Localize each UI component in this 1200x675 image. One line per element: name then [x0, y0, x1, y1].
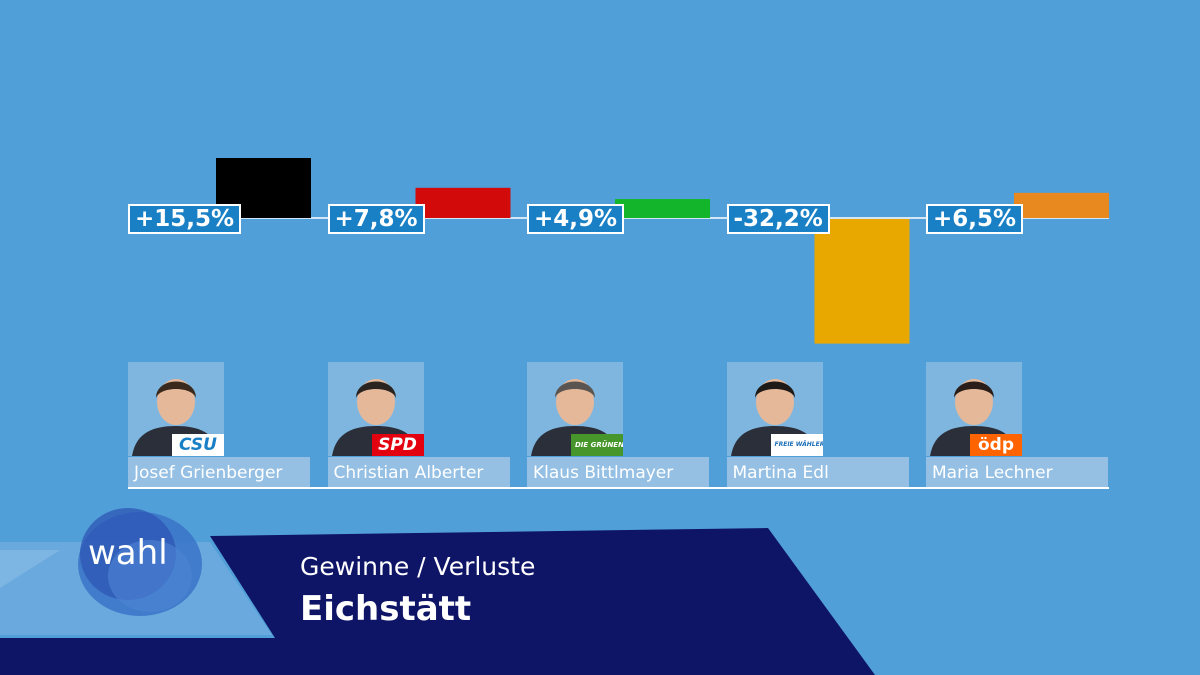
value-label-2: +7,8%: [327, 204, 425, 234]
candidate-name-1: Josef Grienberger: [128, 457, 310, 487]
value-label-4: -32,2%: [726, 204, 830, 234]
party-logo-1: CSU: [172, 434, 224, 456]
candidate-photo-1: CSU: [128, 362, 224, 456]
bar-4: [814, 219, 910, 344]
party-logo-5: ödp: [970, 434, 1022, 456]
bar-2: [415, 187, 511, 218]
candidate-name-5: Maria Lechner: [926, 457, 1108, 487]
candidate-name-2: Christian Alberter: [327, 457, 510, 487]
candidate-photo-2: SPD: [327, 362, 424, 456]
candidate-photo-3: DIE GRÜNEN: [527, 362, 623, 456]
candidate-photo-4: FREIE WÄHLER: [726, 362, 823, 456]
candidate-name-4: Martina Edl: [726, 457, 909, 487]
value-label-1: +15,5%: [128, 204, 242, 234]
value-label-5: +6,5%: [926, 204, 1024, 234]
candidate-photo-5: ödp: [926, 362, 1022, 456]
banner-subtitle: Gewinne / Verluste: [300, 552, 536, 581]
banner-title: Eichstätt: [300, 589, 472, 629]
name-row-underline: [128, 487, 1109, 489]
candidate-name-3: Klaus Bittlmayer: [527, 457, 709, 487]
value-label-3: +4,9%: [527, 204, 625, 234]
banner-background: [0, 508, 875, 675]
bar-3: [615, 199, 710, 218]
bar-5: [1014, 192, 1109, 218]
party-logo-4: FREIE WÄHLER: [770, 434, 823, 456]
party-logo-3: DIE GRÜNEN: [571, 434, 623, 456]
party-logo-2: SPD: [371, 434, 424, 456]
wahl-logo-text: wahl: [88, 533, 168, 573]
